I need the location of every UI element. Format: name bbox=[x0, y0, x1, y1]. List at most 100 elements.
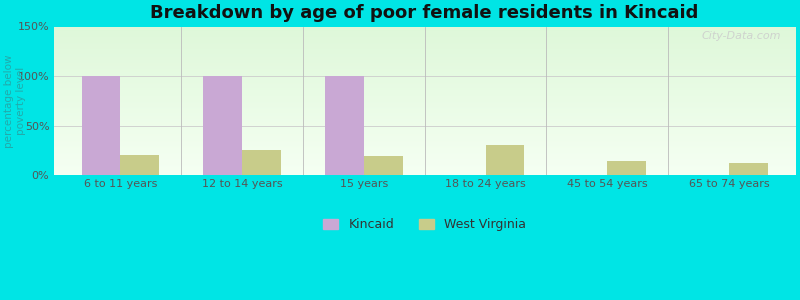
Bar bbox=[54, 92, 796, 93]
Bar bbox=[54, 147, 796, 148]
Bar bbox=[54, 152, 796, 153]
Bar bbox=[54, 138, 796, 140]
Bar bbox=[54, 48, 796, 49]
Bar bbox=[54, 40, 796, 41]
Bar bbox=[203, 76, 242, 175]
Bar bbox=[54, 74, 796, 75]
Bar bbox=[54, 50, 796, 51]
Bar bbox=[54, 115, 796, 116]
Bar bbox=[54, 83, 796, 84]
Bar bbox=[54, 143, 796, 144]
Bar bbox=[54, 164, 796, 165]
Bar bbox=[54, 95, 796, 96]
Bar bbox=[54, 104, 796, 105]
Bar bbox=[54, 140, 796, 141]
Bar bbox=[54, 156, 796, 157]
Bar bbox=[54, 75, 796, 76]
Bar bbox=[54, 108, 796, 109]
Bar bbox=[242, 150, 281, 175]
Bar bbox=[54, 118, 796, 119]
Bar bbox=[54, 149, 796, 150]
Bar bbox=[486, 146, 525, 175]
Bar bbox=[54, 63, 796, 64]
Bar bbox=[54, 88, 796, 89]
Bar bbox=[54, 114, 796, 115]
Bar bbox=[54, 94, 796, 95]
Bar bbox=[54, 165, 796, 166]
Bar bbox=[54, 77, 796, 78]
Bar bbox=[54, 144, 796, 145]
Bar bbox=[54, 136, 796, 137]
Bar bbox=[54, 66, 796, 67]
Bar bbox=[54, 53, 796, 54]
Bar bbox=[54, 73, 796, 74]
Bar bbox=[54, 105, 796, 106]
Bar bbox=[54, 57, 796, 58]
Bar bbox=[325, 76, 364, 175]
Bar bbox=[54, 52, 796, 53]
Bar bbox=[54, 42, 796, 43]
Bar bbox=[364, 156, 402, 175]
Bar bbox=[54, 82, 796, 83]
Bar bbox=[54, 49, 796, 50]
Bar bbox=[54, 87, 796, 88]
Bar bbox=[54, 84, 796, 85]
Bar bbox=[54, 122, 796, 123]
Bar bbox=[54, 67, 796, 68]
Bar bbox=[54, 163, 796, 164]
Bar bbox=[54, 99, 796, 100]
Bar bbox=[54, 69, 796, 70]
Bar bbox=[54, 64, 796, 65]
Bar bbox=[54, 131, 796, 133]
Bar bbox=[54, 124, 796, 125]
Bar bbox=[54, 89, 796, 90]
Bar bbox=[54, 118, 796, 120]
Bar bbox=[54, 103, 796, 104]
Bar bbox=[54, 125, 796, 127]
Bar bbox=[54, 55, 796, 56]
Bar bbox=[54, 153, 796, 154]
Bar bbox=[54, 41, 796, 42]
Bar bbox=[54, 142, 796, 143]
Bar bbox=[54, 65, 796, 66]
Bar bbox=[54, 116, 796, 117]
Bar bbox=[54, 150, 796, 151]
Bar bbox=[54, 36, 796, 38]
Bar bbox=[54, 71, 796, 72]
Bar bbox=[54, 146, 796, 147]
Bar bbox=[54, 72, 796, 73]
Bar bbox=[54, 97, 796, 98]
Title: Breakdown by age of poor female residents in Kincaid: Breakdown by age of poor female resident… bbox=[150, 4, 699, 22]
Y-axis label: percentage below
poverty level: percentage below poverty level bbox=[4, 54, 26, 148]
Bar bbox=[54, 70, 796, 71]
Bar bbox=[54, 60, 796, 61]
Bar bbox=[54, 172, 796, 173]
Bar bbox=[54, 151, 796, 152]
Bar bbox=[54, 85, 796, 86]
Bar bbox=[54, 134, 796, 135]
Bar bbox=[54, 43, 796, 44]
Bar bbox=[729, 163, 768, 175]
Bar bbox=[54, 91, 796, 92]
Bar bbox=[54, 34, 796, 35]
Bar bbox=[54, 35, 796, 36]
Bar bbox=[121, 155, 159, 175]
Bar bbox=[54, 26, 796, 28]
Bar bbox=[54, 44, 796, 45]
Bar bbox=[54, 90, 796, 91]
Bar bbox=[54, 61, 796, 62]
Bar bbox=[54, 167, 796, 168]
Bar bbox=[54, 47, 796, 48]
Bar bbox=[54, 76, 796, 77]
Bar bbox=[54, 127, 796, 128]
Bar bbox=[54, 107, 796, 108]
Bar bbox=[54, 128, 796, 130]
Bar bbox=[54, 123, 796, 124]
Bar bbox=[54, 54, 796, 55]
Bar bbox=[54, 113, 796, 114]
Bar bbox=[54, 169, 796, 170]
Bar bbox=[54, 31, 796, 32]
Bar bbox=[54, 51, 796, 52]
Legend: Kincaid, West Virginia: Kincaid, West Virginia bbox=[323, 218, 526, 231]
Bar bbox=[54, 93, 796, 94]
